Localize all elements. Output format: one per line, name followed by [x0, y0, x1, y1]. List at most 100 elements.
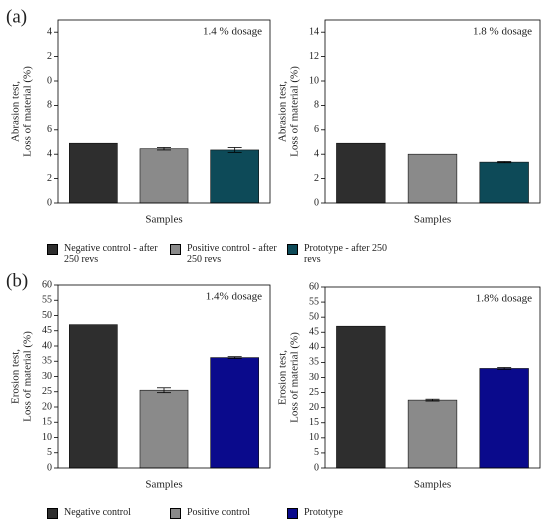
bar [210, 357, 259, 469]
legend-label: Prototype - after 250 revs [304, 243, 388, 265]
bar [69, 324, 118, 469]
legend-swatch [287, 508, 298, 519]
legend-entry: Prototype [287, 507, 405, 519]
y-tick-label: 8 [47, 100, 52, 111]
error-bar [497, 161, 512, 164]
x-axis-label: Samples [414, 479, 451, 491]
legend-swatch [47, 508, 58, 519]
y-tick-label: 20 [42, 401, 52, 412]
y-tick-label: 4 [47, 148, 52, 159]
y-tick-label: 30 [309, 372, 319, 383]
y-tick-label: 5 [314, 447, 319, 458]
y-tick-label: 40 [42, 340, 52, 351]
y-tick-label: 0 [47, 75, 52, 86]
y-axis-label: Erosion test, [10, 349, 22, 404]
y-tick-label: 35 [309, 357, 319, 368]
y-tick-label: 4 [47, 26, 52, 37]
error-bar [227, 147, 242, 153]
y-tick-label: 50 [42, 310, 52, 321]
legend-entry: Positive control [170, 507, 288, 519]
y-tick-label: 5 [47, 447, 52, 458]
bar [210, 149, 259, 204]
annotation: 1.8% dosage [476, 293, 532, 305]
y-axis-label: Abrasion test, [10, 81, 22, 142]
y-tick-label: 6 [47, 124, 52, 135]
x-axis-label: Samples [414, 214, 451, 226]
y-tick-label: 0 [314, 462, 319, 473]
y-tick-label: 55 [42, 295, 52, 306]
y-tick-label: 2 [47, 173, 52, 184]
y-tick-label: 6 [314, 124, 319, 135]
y-tick-label: 2 [314, 173, 319, 184]
y-tick-label: 0 [47, 462, 52, 473]
annotation: 1.8 % dosage [473, 26, 532, 38]
y-axis-label: Loss of material (%) [22, 331, 34, 422]
bar [479, 161, 529, 204]
y-axis-label: Loss of material (%) [22, 66, 34, 157]
y-tick-label: 0 [47, 197, 52, 208]
y-tick-label: 60 [42, 279, 52, 290]
bar [407, 153, 458, 204]
y-axis-label: Loss of material (%) [289, 66, 301, 157]
bar [139, 389, 189, 469]
error-bar [497, 367, 512, 370]
y-tick-label: 8 [314, 100, 319, 111]
plot-frame [57, 284, 271, 469]
y-axis-label: Loss of material (%) [289, 332, 301, 423]
y-tick-label: 2 [47, 51, 52, 62]
y-tick-label: 12 [309, 51, 319, 62]
bar [139, 148, 189, 204]
bar [336, 142, 386, 204]
legend-label: Prototype [304, 507, 343, 518]
legend-label: Negative control - after 250 revs [64, 243, 158, 265]
y-tick-label: 25 [42, 386, 52, 397]
legend-label: Negative control [64, 507, 131, 518]
y-tick-label: 10 [309, 432, 319, 443]
plot-frame [57, 19, 271, 204]
y-tick-label: 0 [314, 197, 319, 208]
y-tick-label: 15 [309, 417, 319, 428]
panel-label: (b) [6, 270, 28, 291]
bar [407, 399, 458, 469]
y-tick-label: 4 [314, 148, 319, 159]
y-tick-label: 45 [42, 325, 52, 336]
annotation: 1.4 % dosage [203, 26, 262, 38]
legend-swatch [170, 244, 181, 255]
legend-label: Positive control [187, 507, 251, 518]
y-tick-label: 10 [42, 432, 52, 443]
plot-frame [324, 19, 541, 204]
y-tick-label: 20 [309, 402, 319, 413]
legend-swatch [170, 508, 181, 519]
error-bar [157, 387, 171, 394]
error-bar [227, 356, 242, 359]
y-tick-label: 10 [309, 75, 319, 86]
legend-swatch [47, 244, 58, 255]
y-tick-label: 15 [42, 417, 52, 428]
y-tick-label: 25 [309, 387, 319, 398]
bar [336, 325, 386, 469]
y-tick-label: 35 [42, 356, 52, 367]
y-tick-label: 40 [309, 342, 319, 353]
y-axis-label: Abrasion test, [277, 81, 289, 142]
annotation: 1.4% dosage [206, 291, 262, 303]
y-tick-label: 30 [42, 371, 52, 382]
panel-label: (a) [6, 6, 27, 27]
plot-frame [324, 286, 541, 469]
y-tick-label: 50 [309, 311, 319, 322]
x-axis-label: Samples [145, 214, 182, 226]
y-tick-label: 14 [309, 26, 319, 37]
legend-entry: Positive control - after 250 revs [170, 243, 288, 265]
x-axis-label: Samples [145, 479, 182, 491]
error-bar [425, 398, 440, 402]
y-tick-label: 45 [309, 327, 319, 338]
legend-label: Positive control - after 250 revs [187, 243, 277, 265]
legend-entry: Negative control [47, 507, 165, 519]
y-tick-label: 55 [309, 296, 319, 307]
legend-entry: Prototype - after 250 revs [287, 243, 405, 265]
y-axis-label: Erosion test, [277, 350, 289, 405]
bar [69, 142, 118, 204]
bar [479, 368, 529, 469]
legend-entry: Negative control - after 250 revs [47, 243, 165, 265]
